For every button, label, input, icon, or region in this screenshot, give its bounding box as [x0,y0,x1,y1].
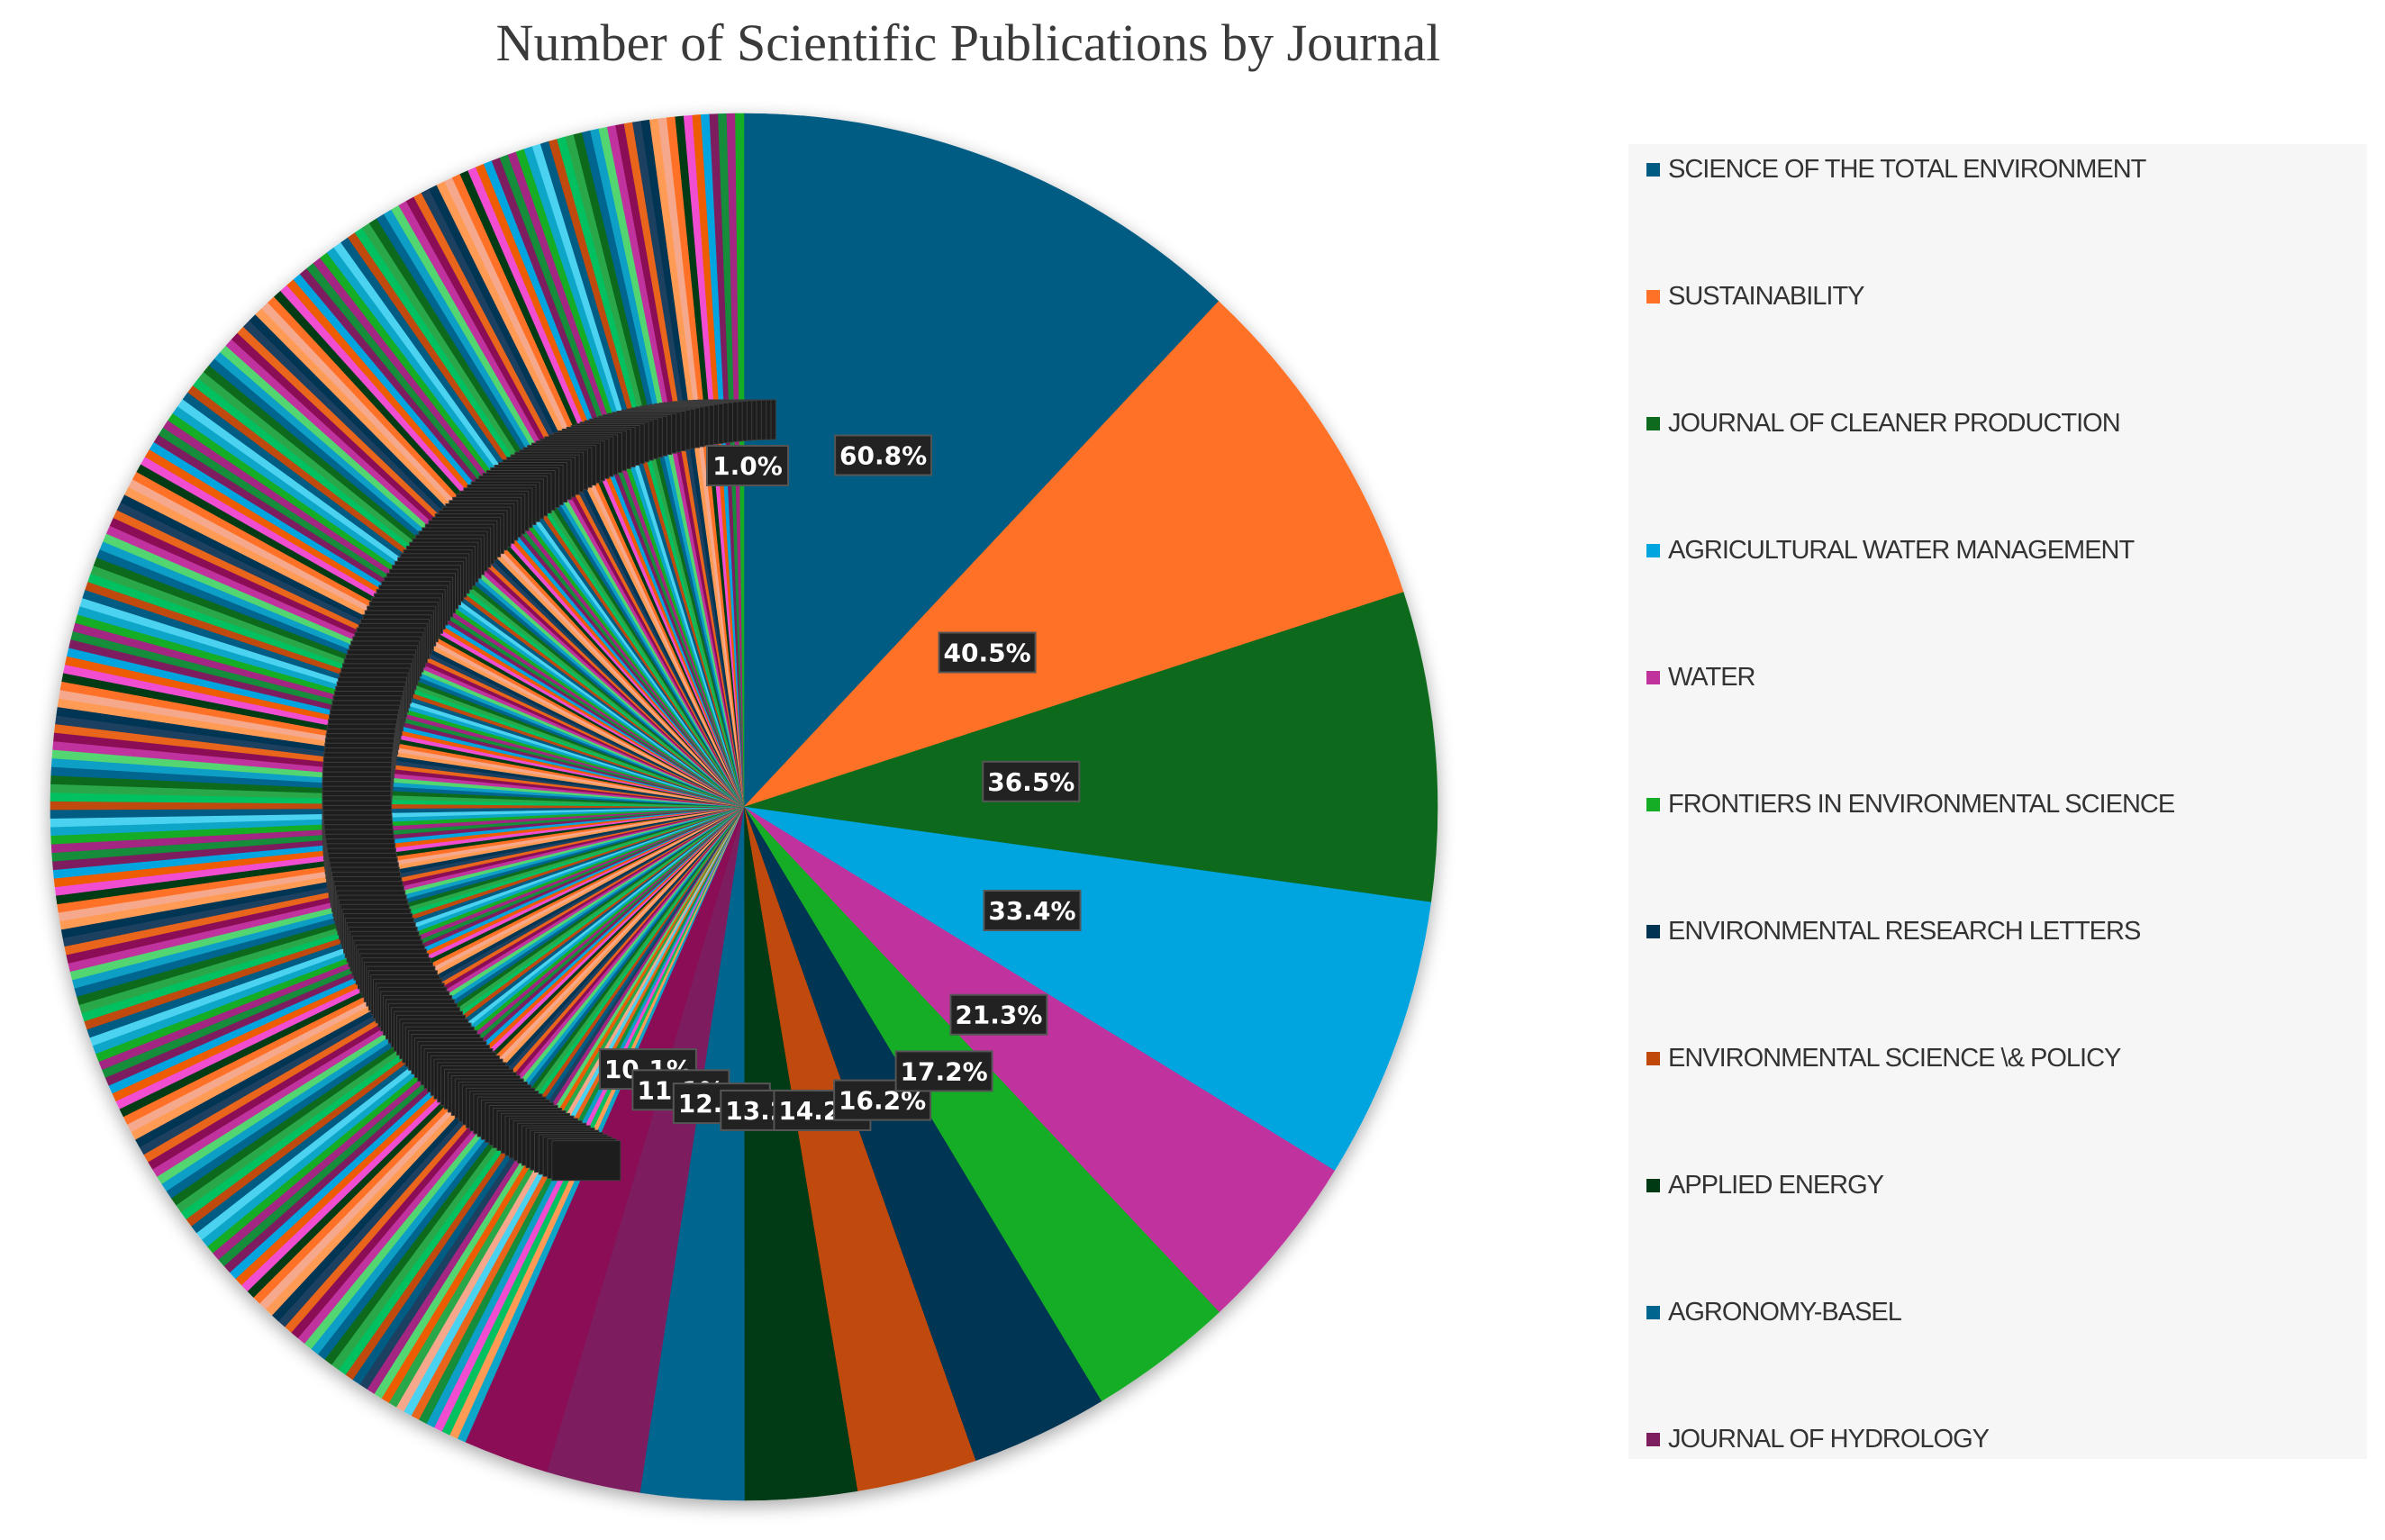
svg-text:40.5%: 40.5% [944,639,1031,668]
legend-item: ENVIRONMENTAL RESEARCH LETTERS [1646,913,2141,949]
data-label-6: 17.2% [894,1050,993,1092]
pie-slice-3 [743,592,1438,903]
legend-swatch [1646,1432,1660,1446]
legend-item: SCIENCE OF THE TOTAL ENVIRONMENT [1646,151,2146,187]
pie-chart: 10.1%11.1%12.2%13.2%14.2%16.2%17.2%21.3%… [50,113,1438,1501]
legend-label: AGRONOMY-BASEL [1668,1297,1902,1327]
pie-slice-1 [743,113,1220,808]
svg-text:36.5%: 36.5% [987,767,1075,797]
legend-label: WATER [1668,662,1755,692]
legend-item: SUSTAINABILITY [1646,278,1865,314]
legend-label: ENVIRONMENTAL SCIENCE \& POLICY [1668,1043,2121,1073]
legend-item: JOURNAL OF HYDROLOGY [1646,1421,1990,1457]
svg-text:21.3%: 21.3% [955,1001,1042,1030]
data-label-5: 21.3% [949,993,1048,1036]
small-slice-label-box [551,1140,621,1182]
legend-swatch [1646,1305,1660,1319]
legend-item: ENVIRONMENTAL SCIENCE \& POLICY [1646,1040,2121,1076]
legend-swatch [1646,416,1660,430]
chart-title: Number of Scientific Publications by Jou… [495,14,1441,72]
legend-label: SCIENCE OF THE TOTAL ENVIRONMENT [1668,154,2146,184]
data-label-3: 36.5% [982,760,1081,802]
legend-swatch [1646,1051,1660,1065]
legend-label: ENVIRONMENTAL RESEARCH LETTERS [1668,916,2141,946]
legend-swatch [1646,543,1660,557]
legend-swatch [1646,670,1660,684]
data-label-1: 60.8% [834,434,933,476]
legend-swatch [1646,289,1660,303]
legend-item: FRONTIERS IN ENVIRONMENTAL SCIENCE [1646,786,2175,822]
legend: SCIENCE OF THE TOTAL ENVIRONMENT SUSTAINA… [1628,144,2367,1459]
legend-swatch [1646,797,1660,811]
data-label-4: 33.4% [983,890,1082,931]
legend-swatch [1646,162,1660,177]
data-label-small: 1.0% [706,445,789,486]
legend-item: AGRONOMY-BASEL [1646,1294,1902,1330]
legend-item: JOURNAL OF CLEANER PRODUCTION [1646,405,2121,441]
legend-label: JOURNAL OF CLEANER PRODUCTION [1668,408,2121,438]
legend-label: FRONTIERS IN ENVIRONMENTAL SCIENCE [1668,789,2175,819]
legend-label: SUSTAINABILITY [1668,281,1865,311]
pie-data-labels: 10.1%11.1%12.2%13.2%14.2%16.2%17.2%21.3%… [322,399,1082,1182]
pie-slice-4 [743,806,1432,1172]
legend-item: WATER [1646,659,1755,695]
legend-swatch [1646,924,1660,938]
pie-slice-5 [743,806,1336,1313]
legend-label: JOURNAL OF HYDROLOGY [1668,1424,1990,1454]
legend-label: APPLIED ENERGY [1668,1170,1884,1200]
svg-text:17.2%: 17.2% [901,1056,988,1086]
pie-slices [50,113,1438,1501]
data-label-2: 40.5% [938,631,1037,674]
svg-text:1.0%: 1.0% [712,451,783,481]
pie-slice-2 [743,301,1404,808]
legend-item: AGRICULTURAL WATER MANAGEMENT [1646,532,2135,568]
legend-item: APPLIED ENERGY [1646,1167,1884,1203]
svg-text:33.4%: 33.4% [988,896,1075,926]
svg-text:60.8%: 60.8% [839,441,927,471]
legend-label: AGRICULTURAL WATER MANAGEMENT [1668,535,2135,565]
legend-swatch [1646,1178,1660,1192]
